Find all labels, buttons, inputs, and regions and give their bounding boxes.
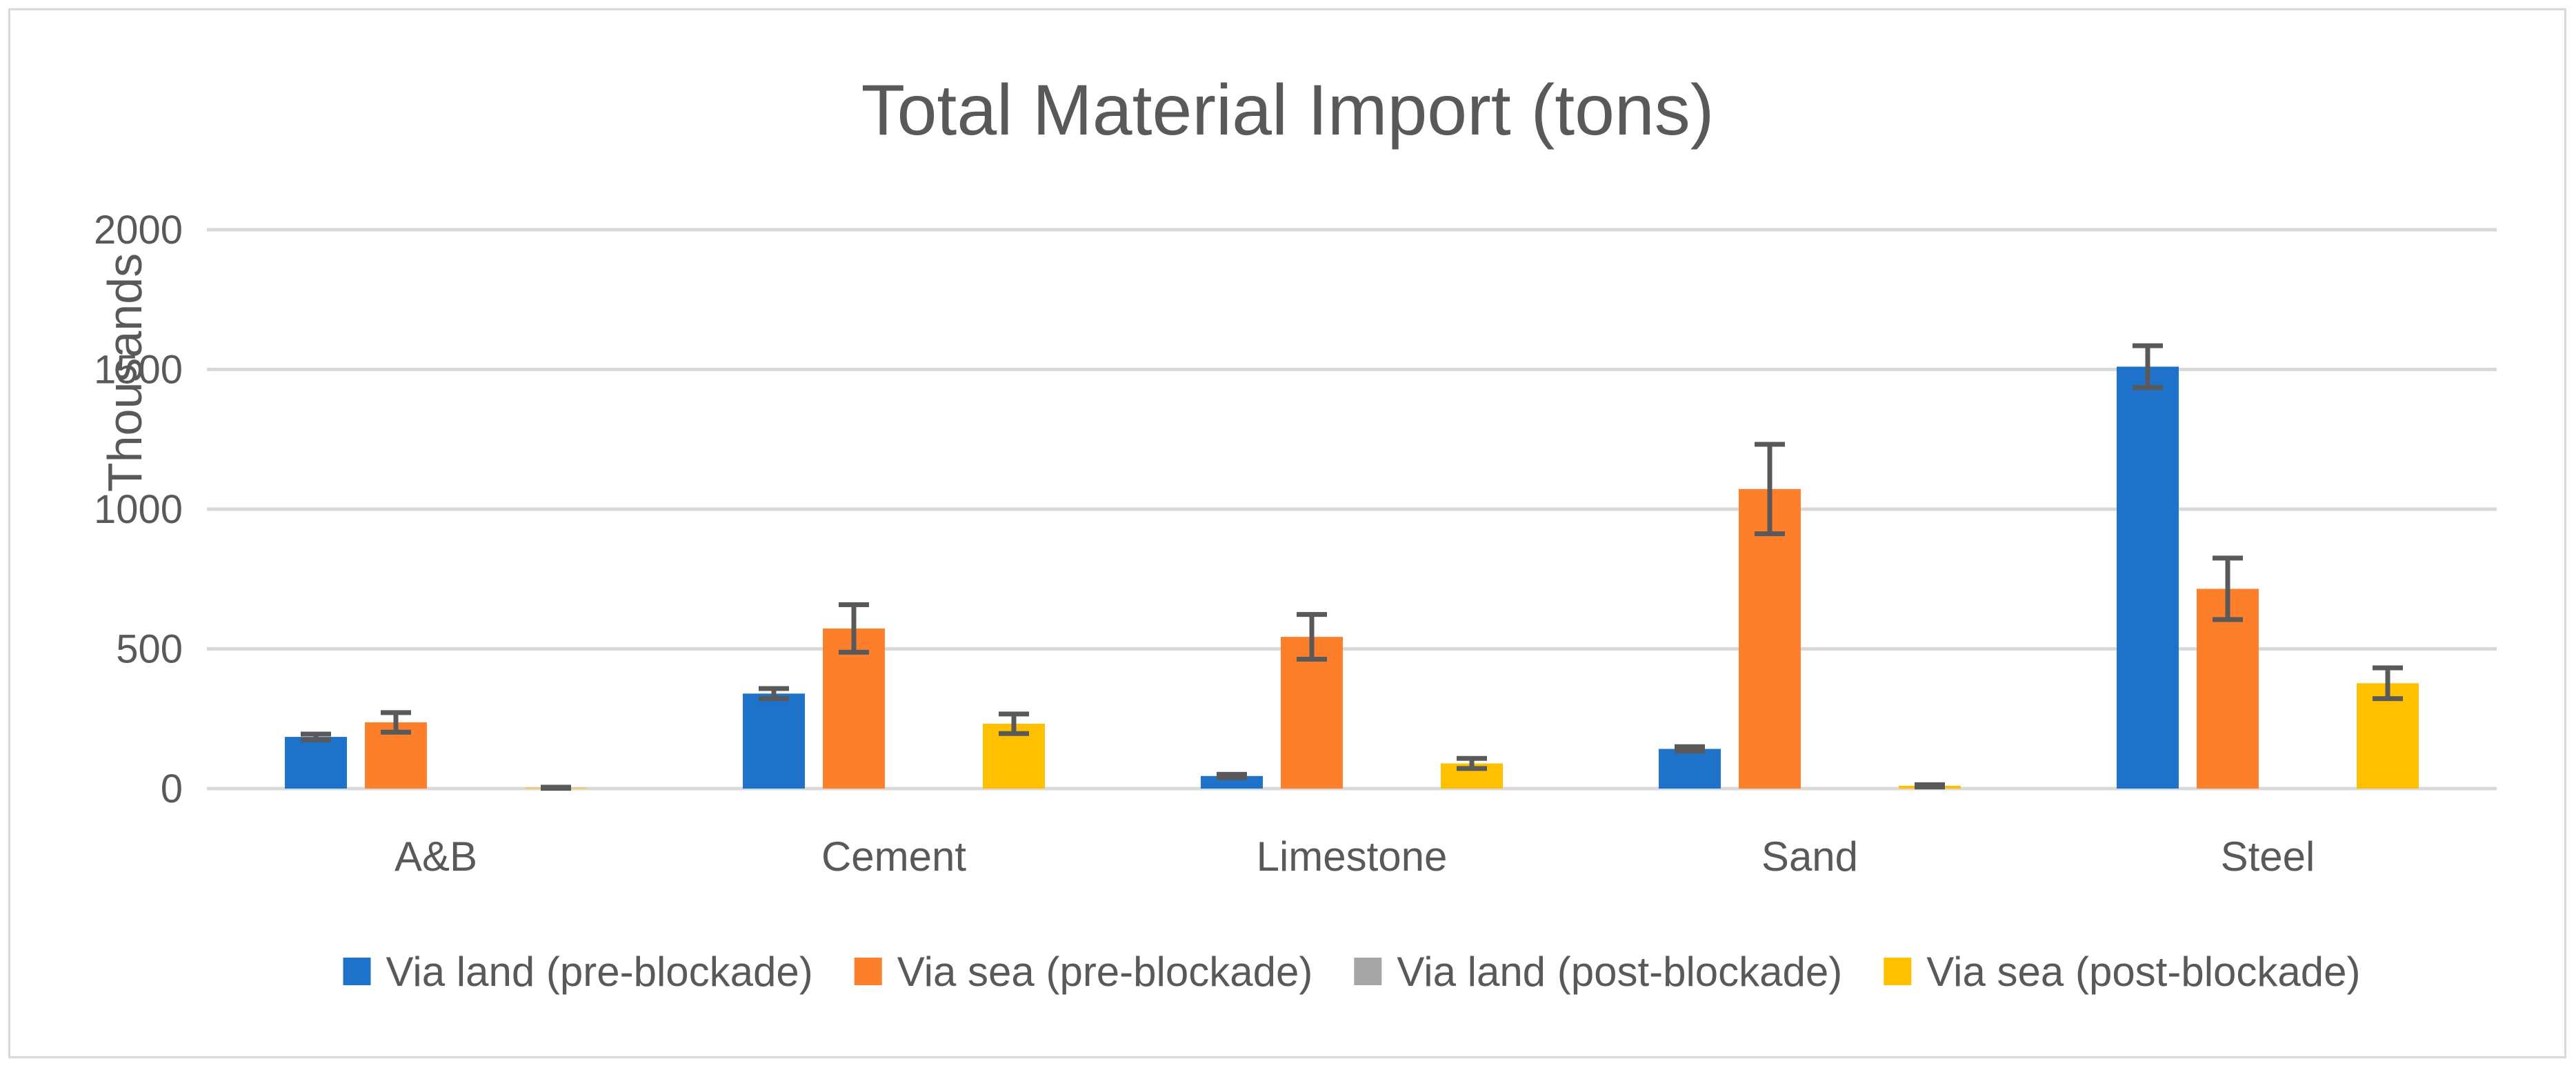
error-bar-via-sea-pre-blockade-limestone [1297, 612, 1327, 662]
error-bar-via-land-pre-blockade-sand [1675, 744, 1705, 754]
bar-via-land-pre-blockade-aandb [285, 737, 347, 789]
bar-via-sea-pre-blockade-steel [2197, 589, 2259, 789]
x-tick-label-steel: Steel [2221, 833, 2315, 880]
bars [285, 366, 2419, 789]
error-bar-via-land-pre-blockade-cement [759, 686, 789, 702]
error-bar-via-sea-post-blockade-aandb [541, 784, 571, 791]
y-axis-label: Thousands [98, 253, 152, 492]
x-tick-label-aandb: A&B [395, 833, 477, 880]
x-tick-label-sand: Sand [1761, 833, 1858, 880]
error-bar-via-sea-pre-blockade-sand [1755, 442, 1785, 537]
error-bar-via-sea-post-blockade-steel [2373, 665, 2403, 702]
legend-item-via-sea-pre-blockade: Via sea (pre-blockade) [854, 949, 1313, 995]
x-category-labels: A&B Cement Limestone Sand Steel [395, 833, 2315, 880]
y-tick-label-1000: 1000 [94, 487, 183, 532]
bar-via-sea-pre-blockade-limestone [1281, 637, 1343, 789]
y-ticks: 0 500 1000 1500 2000 [94, 208, 183, 811]
gridlines [207, 228, 2497, 791]
error-bar-via-land-pre-blockade-aandb [301, 731, 331, 742]
legend-swatch-via-sea-pre-blockade [854, 958, 882, 985]
bar-via-land-pre-blockade-steel [2117, 366, 2179, 789]
error-bar-via-sea-pre-blockade-steel [2213, 555, 2243, 622]
error-bar-via-land-pre-blockade-limestone [1217, 771, 1247, 780]
legend-item-via-land-pre-blockade: Via land (pre-blockade) [343, 949, 813, 995]
chart-title: Total Material Import (tons) [861, 70, 1715, 150]
error-bar-via-sea-post-blockade-cement [999, 711, 1029, 736]
bar-via-land-pre-blockade-sand [1659, 749, 1721, 789]
bar-via-sea-pre-blockade-cement [823, 628, 885, 789]
legend-swatch-via-land-post-blockade [1354, 958, 1382, 985]
legend-swatch-via-sea-post-blockade [1884, 958, 1912, 985]
legend-item-via-sea-post-blockade: Via sea (post-blockade) [1884, 949, 2361, 995]
error-bar-via-sea-pre-blockade-aandb [381, 710, 411, 735]
y-tick-label-2000: 2000 [94, 208, 183, 253]
bar-via-land-pre-blockade-limestone [1201, 775, 1263, 789]
legend-swatch-via-land-pre-blockade [343, 958, 371, 985]
legend-label-via-sea-post-blockade: Via sea (post-blockade) [1926, 949, 2360, 995]
legend-label-via-land-post-blockade: Via land (post-blockade) [1397, 949, 1842, 995]
error-bar-via-sea-post-blockade-sand [1915, 782, 1945, 790]
legend-label-via-land-pre-blockade: Via land (pre-blockade) [386, 949, 813, 995]
bar-via-land-pre-blockade-cement [743, 693, 805, 789]
legend-label-via-sea-pre-blockade: Via sea (pre-blockade) [897, 949, 1313, 995]
y-tick-label-500: 500 [116, 627, 183, 672]
legend-item-via-land-post-blockade: Via land (post-blockade) [1354, 949, 1842, 995]
y-tick-label-1500: 1500 [94, 348, 183, 393]
x-tick-label-limestone: Limestone [1257, 833, 1448, 880]
error-bar-via-sea-pre-blockade-cement [839, 602, 869, 655]
bar-via-sea-pre-blockade-sand [1739, 488, 1801, 789]
x-tick-label-cement: Cement [821, 833, 966, 880]
error-bar-via-land-pre-blockade-steel [2133, 343, 2163, 390]
error-bars [301, 343, 2403, 791]
legend: Via land (pre-blockade) Via sea (pre-bloc… [343, 949, 2361, 995]
y-tick-label-0: 0 [161, 767, 183, 811]
error-bar-via-sea-post-blockade-limestone [1457, 755, 1487, 771]
